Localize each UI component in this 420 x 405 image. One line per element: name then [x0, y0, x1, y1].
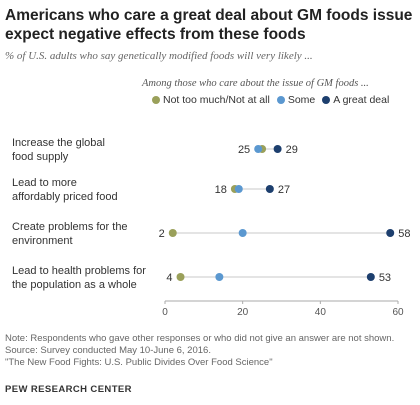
category-label: Lead to health problems for	[12, 265, 146, 277]
data-label-right: 29	[286, 144, 298, 156]
category-label: Increase the global	[12, 137, 105, 149]
data-label-right: 53	[379, 272, 391, 284]
chart-title: Americans who care a great deal about GM…	[5, 7, 413, 43]
data-point	[265, 185, 274, 193]
data-label-left: 18	[215, 184, 227, 196]
x-tick-label: 40	[315, 307, 327, 318]
data-label-left: 2	[159, 228, 165, 240]
data-point	[234, 185, 243, 193]
data-point	[176, 273, 185, 281]
legend-title: Among those who care about the issue of …	[142, 78, 369, 89]
data-point	[386, 229, 395, 237]
category-label: Lead to more	[12, 177, 77, 189]
brand-name: PEW RESEARCH CENTER	[5, 384, 132, 395]
legend-label-not-too-much: Not too much/Not at all	[163, 94, 270, 106]
legend-dot-not-too-much	[152, 96, 160, 104]
data-point	[238, 229, 247, 237]
x-tick-label: 20	[237, 307, 249, 318]
category-label: environment	[12, 235, 73, 247]
data-point	[168, 229, 177, 237]
footer-note: Note: Respondents who gave other respons…	[5, 333, 395, 344]
legend-label-great-deal: A great deal	[333, 94, 390, 106]
category-label: affordably priced food	[12, 191, 118, 203]
data-point	[215, 273, 224, 281]
footer-source: Source: Survey conducted May 10-June 6, …	[5, 345, 211, 356]
legend-dot-some	[276, 96, 285, 104]
footer-report: "The New Food Fights: U.S. Public Divide…	[5, 357, 273, 368]
legend-label-some: Some	[287, 94, 316, 106]
data-label-left: 4	[166, 272, 172, 284]
legend-item-great-deal: A great deal	[322, 94, 389, 106]
data-label-right: 58	[398, 228, 410, 240]
data-point	[254, 145, 263, 153]
category-label: food supply	[12, 151, 69, 163]
chart-subtitle: % of U.S. adults who say genetically mod…	[5, 50, 313, 62]
data-point	[273, 145, 282, 153]
category-label: the population as a whole	[12, 279, 137, 291]
data-label-right: 27	[278, 184, 290, 196]
data-point	[366, 273, 375, 281]
legend-item-not-too-much: Not too much/Not at all	[152, 94, 270, 106]
data-label-left: 25	[238, 144, 250, 156]
category-label: Create problems for the	[12, 221, 128, 233]
legend-item-some: Some	[276, 94, 316, 106]
legend: Not too much/Not at all Some A great dea…	[152, 94, 389, 106]
x-tick-label: 0	[162, 307, 168, 318]
footer-notes: Note: Respondents who gave other respons…	[5, 333, 417, 369]
x-tick-label: 60	[392, 307, 404, 318]
dot-plot: 0 20 40 60 Increase the global food supply 25 2…	[12, 137, 410, 318]
legend-dot-great-deal	[322, 96, 331, 104]
